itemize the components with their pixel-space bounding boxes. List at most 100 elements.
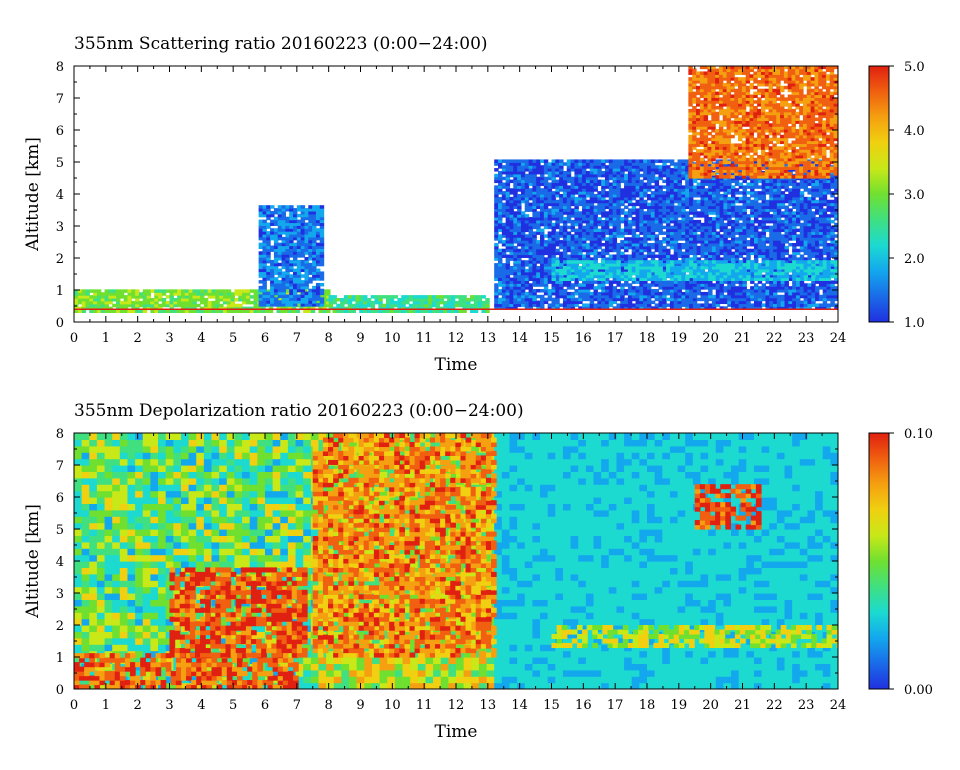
heatmap-cell — [792, 291, 797, 296]
heatmap-cell — [608, 194, 614, 198]
heatmap-cell — [307, 309, 312, 313]
heatmap-cell — [300, 251, 306, 255]
heatmap-cell — [780, 297, 786, 302]
heatmap-cell — [734, 214, 740, 218]
heatmap-cell — [616, 162, 621, 166]
heatmap-cell — [792, 283, 797, 287]
heatmap-cell — [750, 237, 755, 241]
heatmap-cell — [593, 159, 598, 163]
heatmap-cell — [281, 297, 286, 301]
heatmap-cell — [601, 214, 606, 218]
heatmap-cell — [308, 208, 313, 212]
heatmap-cell — [677, 294, 682, 299]
heatmap-cell — [685, 289, 690, 293]
heatmap-cell — [513, 231, 518, 235]
heatmap-cell — [520, 237, 526, 241]
heatmap-cell — [266, 245, 271, 249]
heatmap-cell — [559, 165, 564, 169]
heatmap-cell — [245, 298, 251, 302]
heatmap-cell — [643, 248, 648, 253]
heatmap-cell — [624, 303, 629, 307]
heatmap-cell — [654, 211, 660, 215]
heatmap-cell — [631, 191, 637, 195]
heatmap-cell — [520, 219, 526, 224]
heatmap-cell — [524, 168, 530, 172]
heatmap-cell — [589, 217, 595, 221]
heatmap-cell — [689, 196, 694, 201]
heatmap-cell — [555, 294, 560, 299]
heatmap-cell — [731, 289, 736, 293]
heatmap-cell — [570, 179, 576, 184]
heatmap-cell — [285, 228, 290, 232]
heatmap-cell — [562, 257, 568, 261]
heatmap-cell — [547, 294, 553, 299]
heatmap-cell — [270, 268, 275, 273]
heatmap-cell — [498, 196, 503, 201]
heatmap-cell — [528, 240, 533, 244]
heatmap-cell — [776, 257, 782, 261]
heatmap-cell — [555, 237, 560, 241]
heatmap-cell — [401, 298, 406, 302]
heatmap-cell — [757, 237, 763, 241]
heatmap-cell — [555, 202, 560, 207]
heatmap-cell — [200, 295, 205, 299]
heatmap-cell — [270, 282, 275, 287]
heatmap-cell — [289, 219, 294, 224]
heatmap-cell — [700, 228, 705, 233]
heatmap-cell — [689, 286, 694, 290]
heatmap-cell — [266, 259, 271, 264]
heatmap-cell — [524, 306, 530, 310]
heatmap-cell — [689, 182, 694, 186]
heatmap-cell — [773, 214, 778, 218]
heatmap-cell — [753, 202, 759, 207]
heatmap-cell — [211, 292, 216, 296]
heatmap-cell — [566, 194, 572, 198]
heatmap-cell — [692, 245, 698, 250]
heatmap-cell — [543, 271, 549, 276]
heatmap-cell — [631, 222, 637, 227]
heatmap-cell — [253, 298, 258, 302]
heatmap-cell — [666, 291, 671, 296]
heatmap-cell — [351, 295, 357, 299]
heatmap-cell — [315, 234, 321, 238]
heatmap-cell — [612, 306, 618, 310]
heatmap-cell — [310, 306, 316, 311]
heatmap-cell — [643, 214, 648, 218]
heatmap-cell — [719, 248, 724, 253]
heatmap-cell — [498, 217, 503, 221]
heatmap-cell — [528, 202, 533, 207]
heatmap-cell — [704, 199, 709, 204]
heatmap-cell — [792, 219, 797, 224]
heatmap-cell — [524, 199, 530, 204]
heatmap-cell — [677, 251, 682, 256]
heatmap-cell — [753, 291, 759, 296]
heatmap-cell — [551, 257, 556, 261]
heatmap-cell — [104, 295, 109, 299]
heatmap-cell — [328, 298, 334, 302]
heatmap-cell — [304, 210, 309, 215]
heatmap-cell — [616, 291, 621, 296]
heatmap-cell — [555, 214, 560, 218]
heatmap-cell — [780, 268, 786, 273]
heatmap-cell — [158, 309, 163, 313]
heatmap-cell — [315, 242, 321, 247]
heatmap-cell — [524, 237, 530, 241]
heatmap-cell — [780, 222, 786, 227]
heatmap-cell — [85, 289, 90, 293]
heatmap-cell — [258, 262, 264, 267]
heatmap-cell — [803, 222, 809, 227]
heatmap-cell — [704, 219, 709, 224]
heatmap-cell — [501, 194, 507, 198]
heatmap-cell — [746, 225, 751, 230]
heatmap-cell — [604, 297, 610, 302]
heatmap-cell — [509, 196, 514, 201]
heatmap-cell — [750, 231, 755, 235]
heatmap-cell — [734, 242, 740, 247]
heatmap-cell — [501, 214, 507, 218]
heatmap-cell — [677, 219, 682, 224]
heatmap-cell — [608, 202, 614, 207]
heatmap-cell — [532, 168, 537, 172]
heatmap-cell — [654, 237, 660, 241]
heatmap-cell — [639, 162, 644, 166]
heatmap-cell — [547, 289, 553, 293]
